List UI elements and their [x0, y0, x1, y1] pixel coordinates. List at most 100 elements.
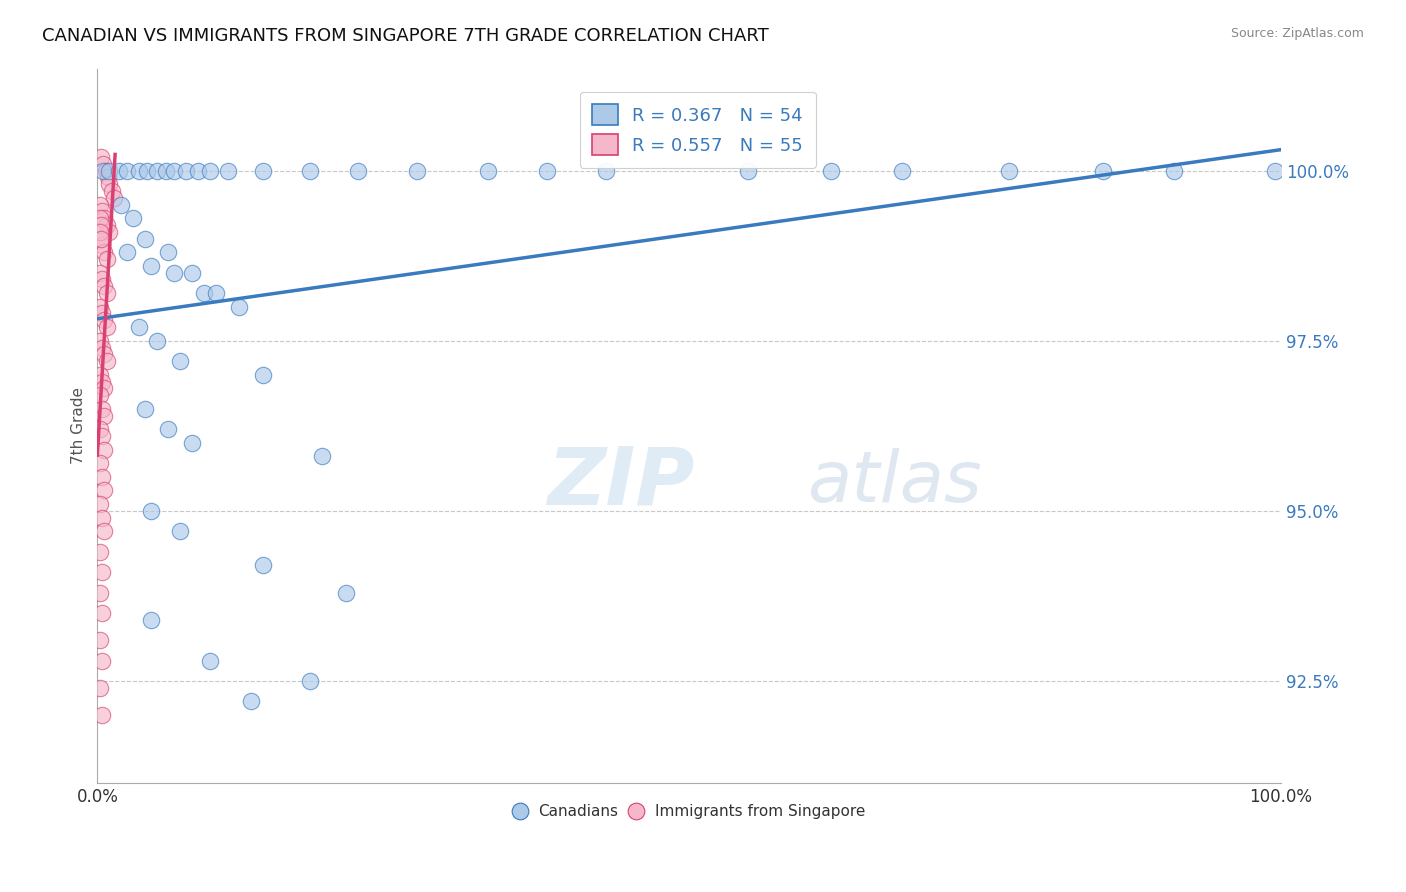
Point: [93, 409, 115, 423]
Legend: Canadians, Immigrants from Singapore: Canadians, Immigrants from Singapore: [508, 798, 870, 825]
Point: [91, 654, 114, 668]
Point: [93, 245, 115, 260]
Point: [90, 150, 112, 164]
Point: [91, 157, 114, 171]
Point: [89, 585, 111, 599]
Point: [89, 368, 111, 382]
Point: [96, 354, 118, 368]
Point: [1264, 163, 1286, 178]
Point: [96, 252, 118, 266]
Point: [193, 286, 215, 301]
Point: [128, 320, 150, 334]
Point: [157, 245, 180, 260]
Point: [91, 565, 114, 579]
Point: [595, 163, 617, 178]
Point: [134, 232, 156, 246]
Text: atlas: atlas: [807, 449, 983, 517]
Text: ZIP: ZIP: [547, 444, 695, 522]
Point: [89, 422, 111, 436]
Point: [169, 354, 191, 368]
Point: [157, 422, 180, 436]
Point: [89, 197, 111, 211]
Point: [96, 320, 118, 334]
Point: [121, 211, 143, 226]
Point: [204, 286, 226, 301]
Point: [134, 401, 156, 416]
Point: [252, 368, 274, 382]
Point: [90, 218, 112, 232]
Point: [89, 497, 111, 511]
Point: [737, 163, 759, 178]
Point: [228, 300, 250, 314]
Point: [89, 334, 111, 348]
Point: [98, 225, 121, 239]
Point: [91, 204, 114, 219]
Point: [89, 388, 111, 402]
Point: [91, 272, 114, 286]
Point: [169, 524, 191, 539]
Point: [115, 163, 138, 178]
Point: [536, 163, 558, 178]
Point: [89, 681, 111, 695]
Point: [98, 178, 121, 192]
Point: [93, 211, 115, 226]
Point: [145, 334, 167, 348]
Point: [299, 673, 322, 688]
Point: [91, 238, 114, 252]
Point: [93, 381, 115, 395]
Point: [311, 450, 333, 464]
Point: [181, 266, 204, 280]
Point: [93, 524, 115, 539]
Point: [1163, 163, 1185, 178]
Point: [91, 708, 114, 723]
Point: [252, 558, 274, 573]
Point: [96, 218, 118, 232]
Point: [91, 163, 114, 178]
Point: [128, 163, 150, 178]
Point: [174, 163, 197, 178]
Point: [252, 163, 274, 178]
Point: [91, 401, 114, 416]
Point: [997, 163, 1019, 178]
Point: [198, 654, 221, 668]
Point: [198, 163, 221, 178]
Point: [103, 191, 125, 205]
Point: [335, 585, 357, 599]
Text: CANADIAN VS IMMIGRANTS FROM SINGAPORE 7TH GRADE CORRELATION CHART: CANADIAN VS IMMIGRANTS FROM SINGAPORE 7T…: [42, 27, 769, 45]
Point: [98, 163, 121, 178]
Point: [91, 606, 114, 620]
Point: [90, 232, 112, 246]
Point: [89, 300, 111, 314]
Point: [100, 184, 122, 198]
Point: [93, 313, 115, 327]
Point: [89, 544, 111, 558]
Point: [139, 613, 162, 627]
Point: [477, 163, 499, 178]
Point: [217, 163, 239, 178]
Point: [89, 456, 111, 470]
Point: [91, 341, 114, 355]
Point: [110, 197, 132, 211]
Point: [820, 163, 842, 178]
Point: [93, 442, 115, 457]
Point: [139, 504, 162, 518]
Point: [97, 170, 120, 185]
Point: [187, 163, 209, 178]
Point: [89, 211, 111, 226]
Point: [93, 279, 115, 293]
Point: [93, 347, 115, 361]
Point: [181, 435, 204, 450]
Point: [136, 163, 159, 178]
Point: [406, 163, 429, 178]
Point: [299, 163, 322, 178]
Point: [107, 163, 129, 178]
Point: [91, 470, 114, 484]
Point: [891, 163, 914, 178]
Point: [115, 245, 138, 260]
Point: [94, 163, 117, 178]
Point: [346, 163, 368, 178]
Point: [89, 266, 111, 280]
Point: [89, 232, 111, 246]
Point: [96, 286, 118, 301]
Point: [145, 163, 167, 178]
